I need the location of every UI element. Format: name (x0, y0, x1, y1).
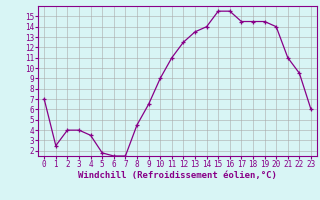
X-axis label: Windchill (Refroidissement éolien,°C): Windchill (Refroidissement éolien,°C) (78, 171, 277, 180)
